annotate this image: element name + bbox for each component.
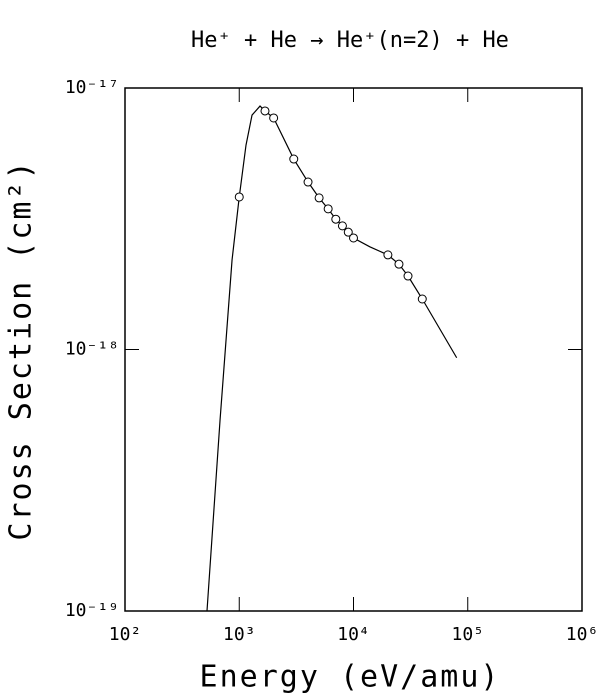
data-point [234,192,244,202]
data-point [314,193,324,203]
data-point [394,259,404,269]
x-tick-label: 10³ [223,624,256,645]
x-axis-label: Energy (eV/amu) [200,660,501,694]
x-tick-label: 10⁴ [337,624,370,645]
chart-title: He⁺ + He → He⁺(n=2) + He [191,28,509,53]
data-point [289,154,299,164]
data-point [269,113,279,123]
data-point [349,233,358,243]
data-point [331,214,341,224]
data-point [383,250,393,260]
y-tick-label: 10⁻¹⁸ [65,339,119,360]
x-tick-label: 10⁶ [566,624,598,645]
x-tick-label: 10² [109,624,142,645]
data-point [303,177,313,187]
data-point [417,294,427,304]
data-point [403,271,413,281]
data-point [337,221,347,231]
plot-frame [124,87,583,612]
y-tick-label: 10⁻¹⁷ [65,77,119,98]
data-point [260,106,270,116]
data-point [343,227,353,237]
data-point [323,204,333,214]
x-tick-label: 10⁵ [451,624,484,645]
data-line [206,105,458,612]
y-tick-label: 10⁻¹⁹ [65,600,119,621]
y-axis-label: Cross Section (cm²) [4,159,39,540]
